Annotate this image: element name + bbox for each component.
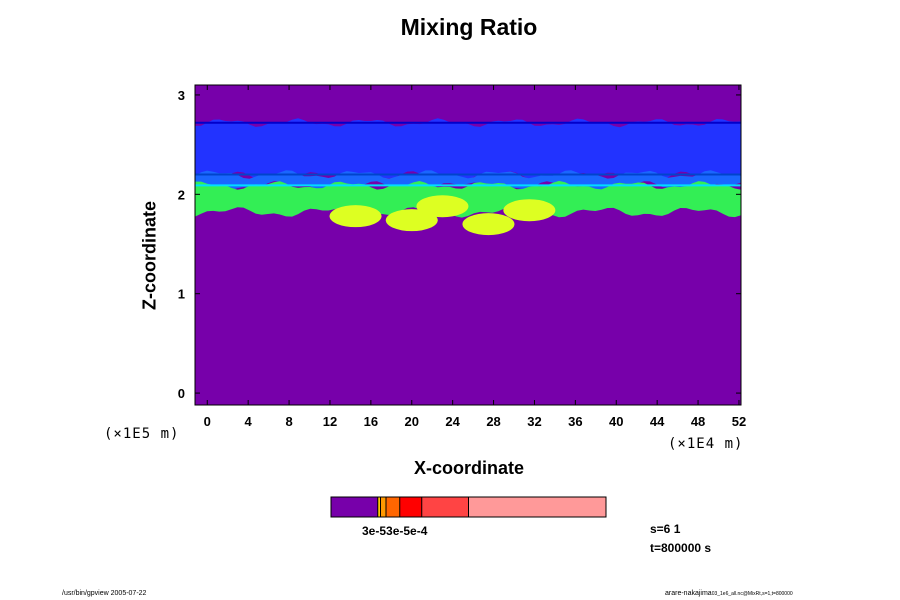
colorbar-label: 3e-53e-5e-4 <box>362 524 428 538</box>
yellow-patch <box>416 195 469 218</box>
footer-right: arare-nakajima03_1e6_all.nc@MixRt,s=1,t=… <box>665 590 793 597</box>
x-tick-label: 36 <box>568 414 582 429</box>
yellow-patch <box>329 205 382 228</box>
x-tick-label: 44 <box>650 414 665 429</box>
x-tick-label: 40 <box>609 414 623 429</box>
x-tick-label: 52 <box>732 414 746 429</box>
yellow-patch <box>503 199 556 222</box>
colorbar-frame <box>330 496 607 518</box>
x-tick-label: 28 <box>486 414 500 429</box>
colorbar-swatch <box>421 497 469 517</box>
x-tick-label: 0 <box>204 414 211 429</box>
slice-info: s=6 1 <box>650 522 681 536</box>
y-unit-label: (×1E5 m) <box>104 426 180 442</box>
colorbar-swatch <box>386 497 400 517</box>
colorbar-swatch <box>399 497 422 517</box>
footer-author: arare-nakajima <box>665 590 712 597</box>
y-tick-label: 0 <box>178 386 185 401</box>
footer-source: 03_1e6_all.nc@MixRt,s=1,t=800000 <box>711 591 793 597</box>
plot-area <box>195 85 741 405</box>
x-tick-label: 8 <box>285 414 292 429</box>
y-tick-label: 1 <box>178 287 185 302</box>
x-tick-label: 20 <box>405 414 419 429</box>
yellow-patch <box>462 213 515 236</box>
footer-left: /usr/bin/gpview 2005-07-22 <box>62 590 147 597</box>
x-tick-label: 32 <box>527 414 541 429</box>
plot-frame <box>194 84 742 406</box>
x-axis-label: X-coordinate <box>413 458 524 478</box>
x-tick-label: 4 <box>245 414 253 429</box>
chart-title: Mixing Ratio <box>400 14 538 40</box>
colorbar-swatch <box>468 497 606 517</box>
y-tick-label: 3 <box>178 88 185 103</box>
colorbar-swatch <box>377 497 381 517</box>
colorbar-swatch <box>380 497 386 517</box>
x-tick-label: 48 <box>691 414 705 429</box>
time-info: t=800000 s <box>650 541 712 555</box>
colorbar-swatch <box>331 497 378 517</box>
x-tick-label: 12 <box>323 414 337 429</box>
y-axis-label: Z-coordinate <box>139 201 160 311</box>
y-tick-label: 2 <box>178 187 185 202</box>
x-unit-label: (×1E4 m) <box>668 436 744 452</box>
green-band <box>195 180 741 218</box>
yellow-patch <box>385 209 438 232</box>
x-tick-label: 16 <box>364 414 378 429</box>
x-tick-label: 24 <box>445 414 460 429</box>
upper-blue-band <box>195 118 741 182</box>
